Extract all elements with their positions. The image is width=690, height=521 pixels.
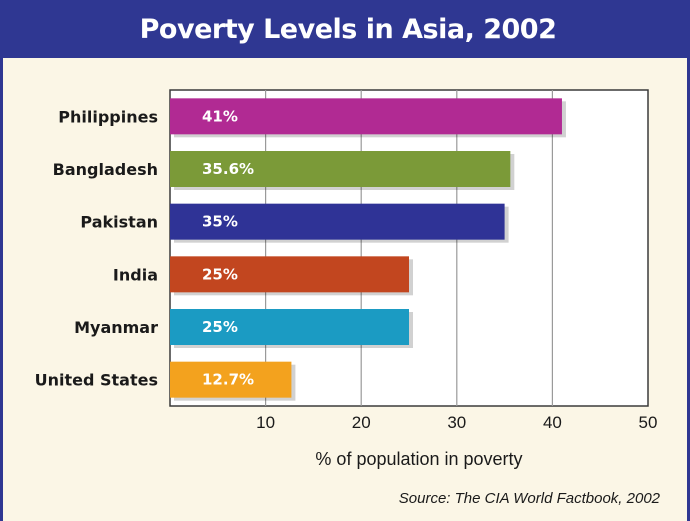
bar (170, 203, 505, 240)
plot-area (169, 89, 649, 407)
x-tick-label: 10 (256, 413, 275, 432)
category-label: United States (35, 371, 158, 390)
bar (170, 151, 511, 187)
x-tick-label: 20 (352, 413, 371, 432)
category-labels: Philippines Bangladesh Pakistan India Myanma… (35, 107, 158, 389)
bar-value-label: 41% (202, 107, 238, 125)
bar-value-label: 25% (202, 318, 238, 336)
x-tick-labels: 10 20 30 40 50 (256, 413, 657, 432)
bar-value-label: 12.7% (202, 371, 254, 389)
bar (170, 309, 409, 345)
category-label: Philippines (58, 107, 158, 126)
source-note: Source: The CIA World Factbook, 2002 (399, 490, 661, 507)
x-tick-label: 50 (639, 413, 658, 432)
bar (170, 361, 292, 398)
category-label: Myanmar (74, 318, 158, 337)
bar-value-label: 35.6% (202, 160, 254, 178)
bar-value-label: 25% (202, 265, 238, 283)
bars-group: 41% 35.6% 35% 25% 25% 12.7% (170, 98, 566, 401)
bar (170, 98, 562, 135)
category-label: Pakistan (80, 213, 158, 232)
x-tick-label: 30 (447, 413, 466, 432)
bar-value-label: 35% (202, 213, 238, 231)
category-label: India (113, 265, 158, 284)
chart-header: Poverty Levels in Asia, 2002 (3, 0, 690, 58)
x-axis-label: % of population in poverty (315, 449, 522, 469)
x-tick-label: 40 (543, 413, 562, 432)
chart-title: Poverty Levels in Asia, 2002 (139, 13, 557, 45)
gridlines (265, 90, 554, 406)
category-label: Bangladesh (53, 160, 158, 179)
bar (170, 256, 409, 293)
